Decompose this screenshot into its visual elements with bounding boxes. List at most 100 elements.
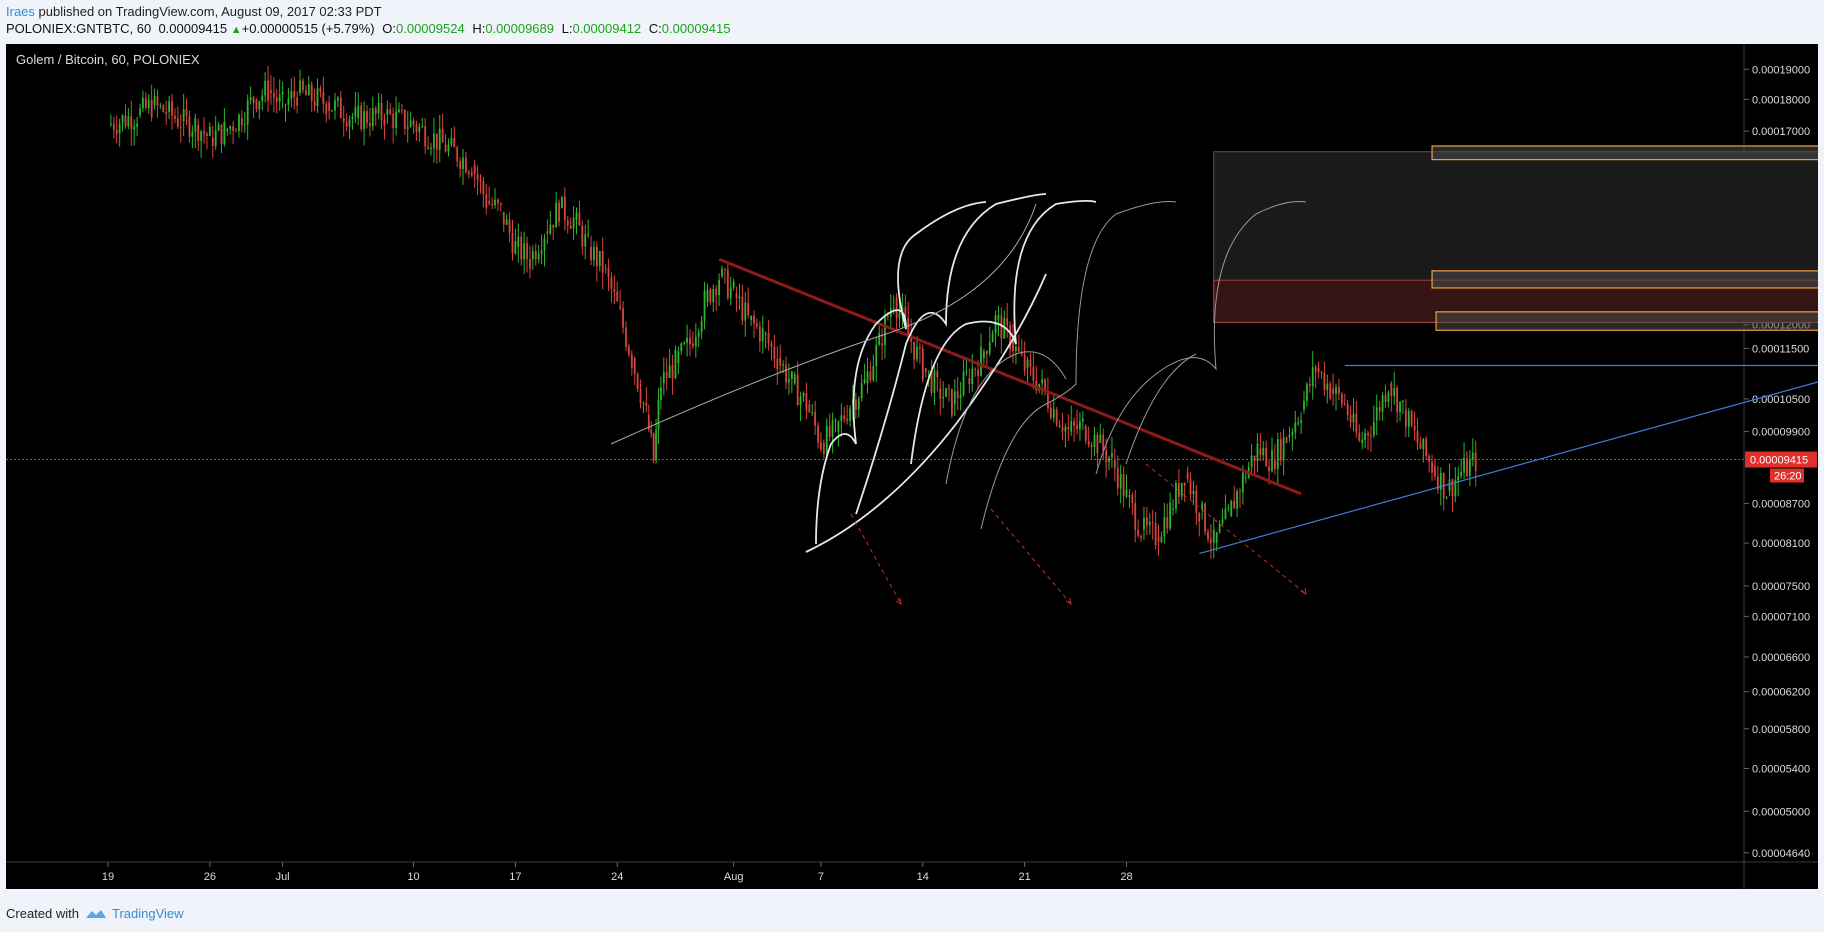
projection-curve [815,201,987,545]
chart-title: Golem / Bitcoin, 60, POLONIEX [16,52,200,67]
candle-body [438,128,441,150]
candle-body [351,116,354,120]
candle-body [1020,351,1023,355]
countdown-tag [1770,468,1804,483]
footer: Created with TradingView [6,906,184,921]
candle-body [799,396,802,406]
projection-curve [945,351,1067,485]
candle-body [118,123,121,134]
tradingview-link[interactable]: TradingView [85,906,184,921]
candle-body [505,219,508,225]
candle-body [1175,483,1177,509]
candle-body [913,341,915,360]
candle-body [1227,507,1230,509]
candle-body [1463,457,1465,473]
x-tick-label: 10 [407,871,419,883]
candle-body [895,297,898,319]
candle-body [668,365,671,378]
candle-body [430,147,432,149]
candle-body [1279,439,1282,461]
candle-body [1329,383,1332,399]
chart-area[interactable]: 0.000190000.000180000.000170000.00016000… [6,44,1818,889]
up-arrow-icon: ▲ [230,24,242,36]
candle-body [401,109,403,111]
candle-body [869,371,872,381]
y-tick-label: 0.00005800 [1752,724,1810,736]
candle-body [328,102,331,111]
price-chart[interactable]: 0.000190000.000180000.000170000.00016000… [6,44,1818,889]
candle-body [1113,460,1116,469]
candle-body [415,124,418,132]
candle-body [374,108,377,114]
candle-body [697,332,700,337]
candle-body [1221,519,1224,524]
candle-body [1049,407,1052,418]
candle-body [1352,413,1355,423]
candle-body [1186,472,1189,480]
candle-body [543,238,546,251]
candle-body [840,415,843,422]
candle-body [342,117,345,123]
candle-body [325,103,328,115]
candle-body [1023,354,1026,372]
candle-body [360,105,363,130]
candle-body [124,115,127,127]
tradingview-brand: TradingView [111,906,184,921]
candle-body [872,365,875,381]
candle-body [179,126,182,128]
candle-body [846,419,849,421]
projection-curve [610,203,1037,445]
candle-body [1064,426,1067,432]
candle-body [601,250,604,273]
y-tick-label: 0.00005400 [1752,763,1810,775]
candle-body [636,373,639,390]
candle-body [1032,366,1035,381]
candle-body [680,343,683,352]
candle-body [773,346,776,359]
candle-body [1026,359,1029,369]
candle-body [590,247,592,261]
candle-body [482,181,485,195]
candle-body [822,442,825,454]
candle-body [520,236,523,260]
candle-body [1436,476,1439,490]
candle-body [1154,523,1157,546]
candle-body [782,364,785,366]
candle-body [334,100,336,111]
candle-body [424,125,427,147]
candle-body [336,97,339,101]
candle-body [433,133,435,148]
candle-body [398,109,400,112]
candle-body [878,333,881,345]
x-tick-label: 17 [509,871,521,883]
candle-body [1084,426,1087,442]
close-value: 0.00009415 [661,21,731,36]
candle-body [380,102,383,120]
candle-body [1122,473,1125,497]
candle-body [511,232,514,254]
candle-body [857,398,860,410]
created-with-text: Created with [6,906,79,921]
candle-body [1375,407,1378,421]
candle-body [724,269,726,271]
candle-body [1466,457,1468,477]
candle-body [272,93,275,98]
y-tick-label: 0.00009900 [1752,427,1810,439]
candle-body [1349,415,1352,423]
candle-body [1145,517,1148,526]
candle-body [226,128,229,132]
candle-body [655,429,657,461]
candle-body [1143,517,1145,530]
candle-body [1474,452,1477,472]
candle-body [479,179,482,182]
author-link[interactable]: Iraes [6,4,35,19]
drop-arrow-head [895,597,902,605]
candle-body [1358,432,1361,441]
countdown-label: 26:20 [1774,471,1802,483]
candle-body [686,337,688,343]
x-tick-label: Aug [724,871,744,883]
high-value: 0.00009689 [485,21,554,36]
candle-body [1282,437,1285,461]
candle-body [485,194,488,208]
candle-body [709,289,712,302]
